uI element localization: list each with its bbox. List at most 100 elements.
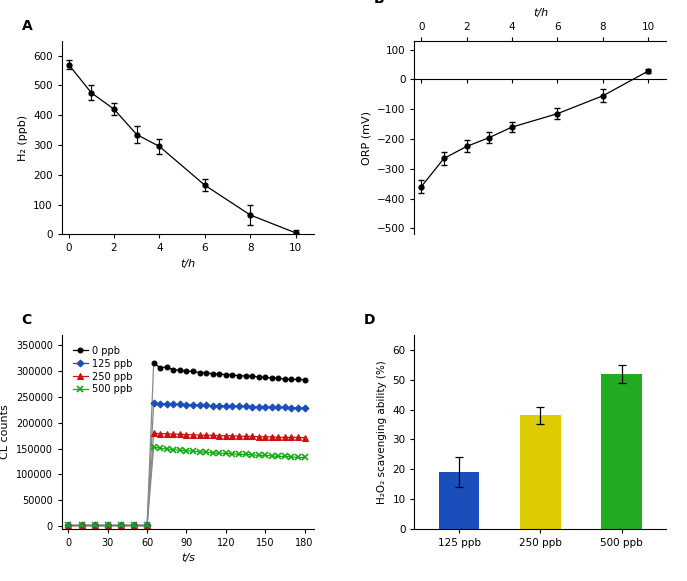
125 ppb xyxy=(209,402,217,409)
500 ppb xyxy=(274,453,282,460)
500 ppb xyxy=(235,451,243,458)
125 ppb xyxy=(163,400,171,407)
125 ppb xyxy=(235,403,243,410)
0 ppb xyxy=(202,370,210,376)
125 ppb xyxy=(176,401,184,408)
500 ppb xyxy=(189,448,197,455)
0 ppb xyxy=(196,370,204,376)
125 ppb xyxy=(294,404,302,411)
250 ppb xyxy=(202,432,210,439)
125 ppb xyxy=(182,401,190,408)
125 ppb xyxy=(222,402,230,409)
0 ppb xyxy=(209,370,217,377)
500 ppb xyxy=(182,447,190,454)
0 ppb xyxy=(215,370,223,377)
0 ppb xyxy=(163,364,171,371)
0 ppb xyxy=(294,376,302,383)
500 ppb xyxy=(209,449,217,456)
250 ppb xyxy=(248,433,256,440)
0 ppb xyxy=(156,364,164,371)
0 ppb xyxy=(268,374,276,381)
125 ppb xyxy=(169,401,177,408)
125 ppb xyxy=(274,404,282,411)
Y-axis label: H₂O₂ scavenging ability (%): H₂O₂ scavenging ability (%) xyxy=(376,360,387,504)
500 ppb xyxy=(176,447,184,454)
125 ppb xyxy=(196,402,204,409)
250 ppb xyxy=(169,431,177,437)
0 ppb xyxy=(176,367,184,374)
500 ppb xyxy=(241,451,249,458)
Line: 0 ppb: 0 ppb xyxy=(151,361,307,382)
0 ppb xyxy=(235,372,243,379)
250 ppb xyxy=(268,433,276,440)
0 ppb xyxy=(241,372,249,379)
125 ppb xyxy=(268,404,276,411)
125 ppb xyxy=(215,402,223,409)
Line: 250 ppb: 250 ppb xyxy=(151,431,307,440)
Text: A: A xyxy=(21,19,32,33)
0 ppb xyxy=(300,376,308,383)
Legend: 0 ppb, 125 ppb, 250 ppb, 500 ppb: 0 ppb, 125 ppb, 250 ppb, 500 ppb xyxy=(69,342,136,399)
0 ppb xyxy=(189,368,197,375)
0 ppb xyxy=(274,375,282,382)
500 ppb xyxy=(281,453,289,460)
0 ppb xyxy=(222,371,230,378)
500 ppb xyxy=(202,449,210,456)
500 ppb xyxy=(287,453,295,460)
Y-axis label: ORP (mV): ORP (mV) xyxy=(361,110,372,164)
125 ppb xyxy=(241,403,249,410)
X-axis label: t/s: t/s xyxy=(181,553,194,564)
0 ppb xyxy=(228,371,236,378)
250 ppb xyxy=(182,431,190,438)
Line: 500 ppb: 500 ppb xyxy=(151,444,307,460)
500 ppb xyxy=(228,450,236,457)
Bar xyxy=(520,415,561,529)
500 ppb xyxy=(294,454,302,461)
500 ppb xyxy=(222,450,230,457)
250 ppb xyxy=(196,432,204,439)
125 ppb xyxy=(300,404,308,411)
125 ppb xyxy=(281,404,289,411)
0 ppb xyxy=(287,376,295,383)
250 ppb xyxy=(281,434,289,441)
250 ppb xyxy=(222,432,230,439)
Text: C: C xyxy=(21,313,32,327)
Y-axis label: H₂ (ppb): H₂ (ppb) xyxy=(18,114,27,160)
125 ppb xyxy=(287,404,295,411)
0 ppb xyxy=(261,374,269,381)
250 ppb xyxy=(163,430,171,437)
0 ppb xyxy=(248,373,256,380)
125 ppb xyxy=(150,400,158,407)
125 ppb xyxy=(248,403,256,410)
125 ppb xyxy=(261,403,269,410)
Text: B: B xyxy=(374,0,385,6)
0 ppb xyxy=(150,360,158,367)
125 ppb xyxy=(189,401,197,408)
250 ppb xyxy=(261,433,269,440)
250 ppb xyxy=(228,432,236,439)
250 ppb xyxy=(300,435,308,442)
250 ppb xyxy=(156,430,164,437)
500 ppb xyxy=(156,444,164,451)
0 ppb xyxy=(254,374,262,381)
250 ppb xyxy=(189,431,197,438)
0 ppb xyxy=(169,366,177,373)
125 ppb xyxy=(202,402,210,409)
Line: 125 ppb: 125 ppb xyxy=(151,401,307,410)
500 ppb xyxy=(215,450,223,457)
250 ppb xyxy=(274,434,282,441)
500 ppb xyxy=(169,446,177,453)
250 ppb xyxy=(176,431,184,437)
500 ppb xyxy=(163,446,171,453)
Y-axis label: CL counts: CL counts xyxy=(0,404,10,459)
250 ppb xyxy=(241,433,249,440)
250 ppb xyxy=(287,434,295,441)
Bar xyxy=(601,374,642,529)
500 ppb xyxy=(261,452,269,459)
500 ppb xyxy=(196,449,204,456)
0 ppb xyxy=(281,375,289,382)
250 ppb xyxy=(215,432,223,439)
500 ppb xyxy=(254,452,262,459)
125 ppb xyxy=(254,403,262,410)
250 ppb xyxy=(294,434,302,441)
